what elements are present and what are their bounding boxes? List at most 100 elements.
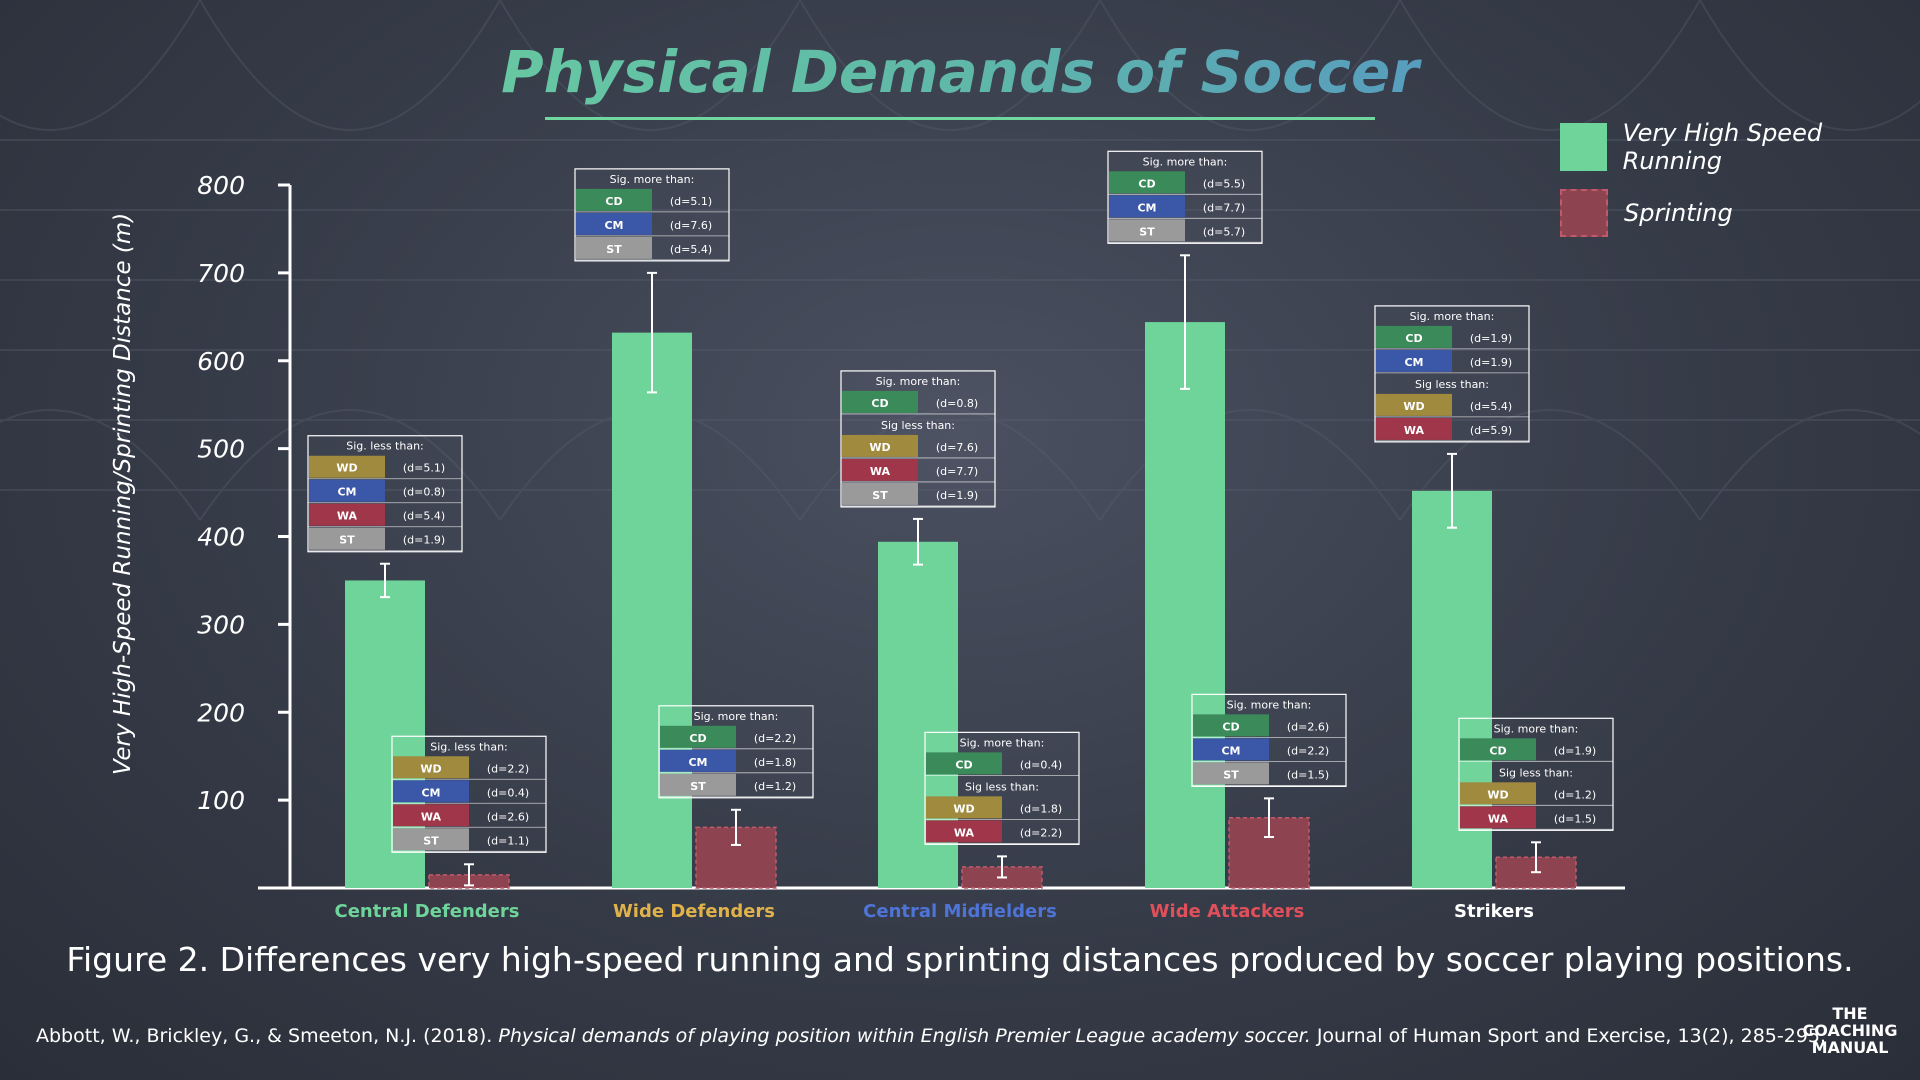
legend-label-sprinting: Sprinting: [1624, 199, 1733, 227]
significance-effect: (d=2.2): [487, 762, 529, 775]
significance-swatch: [393, 804, 469, 827]
bar-vhsr: [612, 332, 692, 888]
significance-box: [658, 705, 814, 799]
significance-swatch: [1109, 171, 1185, 194]
significance-position: WD: [869, 441, 890, 454]
significance-heading: Sig. more than:: [960, 736, 1045, 749]
significance-box: [391, 735, 547, 853]
significance-swatch: [926, 820, 1002, 843]
significance-position: CD: [1405, 332, 1422, 345]
significance-heading: Sig. more than:: [1494, 722, 1579, 735]
significance-swatch: [926, 796, 1002, 819]
significance-swatch: [842, 482, 918, 505]
significance-swatch: [1376, 325, 1452, 348]
significance-swatch: [1376, 417, 1452, 440]
significance-effect: (d=7.6): [936, 441, 978, 454]
significance-swatch: [393, 780, 469, 803]
significance-swatch: [842, 458, 918, 481]
significance-swatch: [1460, 806, 1536, 829]
significance-position: WA: [337, 510, 358, 523]
significance-heading: Sig. more than:: [1227, 698, 1312, 711]
significance-effect: (d=0.4): [1020, 758, 1062, 771]
significance-swatch: [660, 749, 736, 772]
significance-effect: (d=1.9): [403, 534, 445, 547]
significance-effect: (d=0.8): [403, 486, 445, 499]
significance-swatch: [576, 188, 652, 211]
citation-journal: Journal of Human Sport and Exercise, 13(…: [1310, 1025, 1827, 1047]
significance-position: CD: [1138, 177, 1155, 190]
significance-swatch: [1193, 738, 1269, 761]
significance-position: ST: [1223, 768, 1239, 781]
significance-position: ST: [1139, 225, 1155, 238]
coaching-manual-logo: THE COACHING MANUAL: [1800, 1005, 1900, 1056]
significance-swatch: [1109, 195, 1185, 218]
significance-box: [924, 731, 1080, 845]
significance-position: CD: [1489, 744, 1506, 757]
significance-position: WD: [953, 802, 974, 815]
y-tick-label: 600: [197, 347, 245, 376]
significance-position: CD: [605, 195, 622, 208]
significance-box: [840, 370, 996, 508]
significance-heading: Sig. more than:: [1143, 155, 1228, 168]
significance-heading: Sig. more than:: [610, 173, 695, 186]
significance-position: CM: [688, 756, 707, 769]
legend-item-sprinting: Sprinting: [1560, 188, 1920, 238]
y-tick-label: 500: [197, 435, 245, 464]
significance-position: WA: [1404, 424, 1425, 437]
significance-box: [307, 435, 463, 553]
x-category-label: Wide Attackers: [1150, 901, 1305, 922]
significance-effect: (d=5.4): [403, 510, 445, 523]
significance-heading: Sig. more than:: [876, 375, 961, 388]
citation-title: Physical demands of playing position wit…: [498, 1025, 1311, 1047]
significance-position: WD: [1403, 400, 1424, 413]
significance-position: WD: [420, 762, 441, 775]
significance-position: WD: [1487, 788, 1508, 801]
y-tick-label: 800: [197, 171, 245, 200]
significance-position: CM: [1404, 356, 1423, 369]
significance-heading: Sig. less than:: [346, 440, 424, 453]
significance-position: CD: [955, 758, 972, 771]
significance-effect: (d=5.9): [1470, 424, 1512, 437]
legend-item-vhsr: Very High Speed Running: [1560, 119, 1920, 175]
significance-effect: (d=5.4): [1470, 400, 1512, 413]
significance-position: ST: [606, 243, 622, 256]
significance-effect: (d=2.2): [1020, 826, 1062, 839]
significance-heading: Sig less than:: [1499, 766, 1573, 779]
significance-swatch: [842, 390, 918, 413]
significance-box: [574, 168, 730, 262]
bar-vhsr: [1145, 322, 1225, 889]
significance-swatch: [1193, 714, 1269, 737]
significance-swatch: [309, 527, 385, 550]
significance-effect: (d=2.2): [1287, 744, 1329, 757]
y-tick-label: 200: [197, 698, 245, 727]
significance-effect: (d=5.4): [670, 243, 712, 256]
significance-swatch: [393, 756, 469, 779]
x-category-label: Strikers: [1454, 901, 1534, 922]
significance-effect: (d=7.7): [936, 465, 978, 478]
page-title: Physical Demands of Soccer: [0, 38, 1920, 106]
y-tick-label: 400: [197, 523, 245, 552]
significance-position: WA: [870, 465, 891, 478]
significance-swatch: [1376, 349, 1452, 372]
significance-swatch: [1193, 762, 1269, 785]
significance-box: [1374, 305, 1530, 443]
significance-box: [1107, 150, 1263, 244]
significance-position: WD: [336, 462, 357, 475]
logo-line-3: MANUAL: [1811, 1038, 1889, 1057]
significance-effect: (d=2.6): [1287, 720, 1329, 733]
title-underline: [545, 117, 1375, 120]
significance-position: CM: [421, 786, 440, 799]
significance-heading: Sig less than:: [965, 780, 1039, 793]
x-category-label: Central Midfielders: [863, 901, 1057, 922]
significance-swatch: [842, 434, 918, 457]
significance-effect: (d=7.6): [670, 219, 712, 232]
significance-effect: (d=1.9): [1470, 332, 1512, 345]
significance-swatch: [576, 236, 652, 259]
y-tick-label: 100: [197, 786, 245, 815]
significance-effect: (d=1.9): [1554, 744, 1596, 757]
significance-position: ST: [423, 834, 439, 847]
logo-line-1: THE: [1832, 1004, 1868, 1023]
significance-position: CM: [337, 486, 356, 499]
significance-swatch: [309, 455, 385, 478]
significance-position: CD: [689, 732, 706, 745]
